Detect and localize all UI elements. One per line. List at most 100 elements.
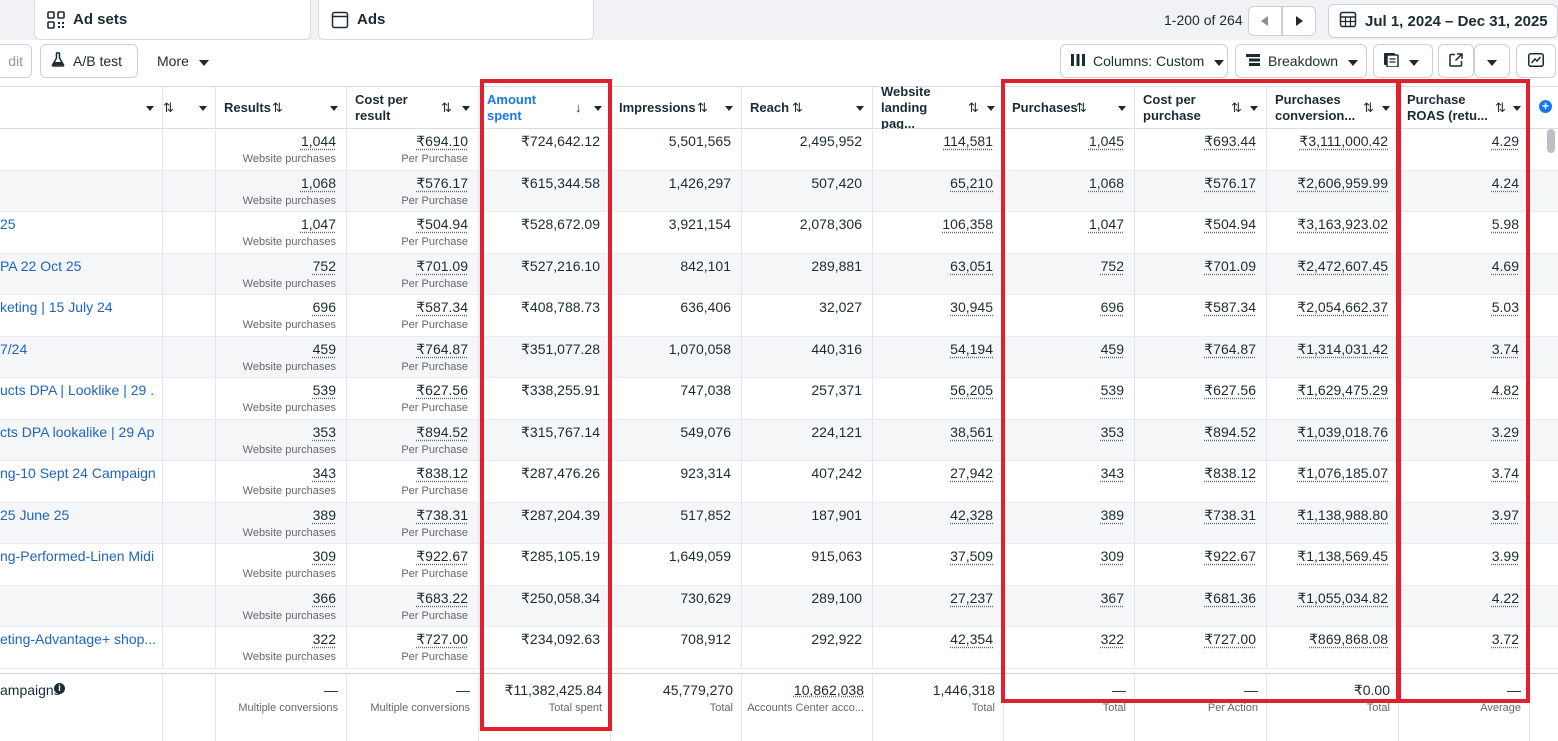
charts-button[interactable] bbox=[1516, 44, 1556, 78]
cell-value: 4.69 bbox=[1492, 258, 1519, 274]
sort-icon[interactable]: ⇅ bbox=[1363, 100, 1374, 116]
table-cell[interactable]: keting | 15 July 24 bbox=[0, 295, 163, 336]
cell-value: 1,047 bbox=[1089, 216, 1124, 232]
sort-icon[interactable]: ⇅ bbox=[792, 100, 803, 116]
tab-ads[interactable]: Ads bbox=[318, 0, 594, 40]
column-menu-caret-icon[interactable] bbox=[987, 106, 995, 111]
table-cell[interactable]: ucts DPA | Looklike | 29 ... bbox=[0, 378, 163, 419]
column-header-1[interactable]: ⇅ bbox=[163, 87, 216, 129]
sort-icon[interactable]: ⇅ bbox=[1495, 100, 1506, 116]
campaign-name-link[interactable]: ng-10 Sept 24 Campaign bbox=[0, 465, 155, 481]
column-menu-caret-icon[interactable] bbox=[199, 106, 207, 111]
previous-page-button[interactable] bbox=[1248, 6, 1282, 36]
table-row[interactable]: 7/24 459 Website purchases ₹764.87 Per Purch… bbox=[0, 337, 1558, 379]
table-cell[interactable]: cts DPA lookalike | 29 Ap... bbox=[0, 420, 163, 461]
more-button[interactable]: More bbox=[146, 44, 218, 78]
table-cell: 539 bbox=[1004, 378, 1135, 419]
table-row[interactable]: 25 1,047 Website purchases ₹504.94 Per Purch… bbox=[0, 212, 1558, 254]
sort-icon[interactable]: ⇅ bbox=[272, 100, 283, 116]
tab-ad-sets[interactable]: Ad sets bbox=[34, 0, 311, 40]
campaign-name-link[interactable]: PA 22 Oct 25 bbox=[0, 258, 81, 274]
column-header-5[interactable]: Impressions ⇅ bbox=[611, 87, 742, 129]
column-menu-caret-icon[interactable] bbox=[1250, 106, 1258, 111]
column-menu-caret-icon[interactable] bbox=[1118, 106, 1126, 111]
column-header-3[interactable]: Cost per result ⇅ bbox=[347, 87, 479, 129]
next-page-button[interactable] bbox=[1282, 6, 1316, 36]
sort-icon[interactable]: ⇅ bbox=[697, 100, 708, 116]
cell-value: 65,210 bbox=[950, 175, 993, 191]
table-row[interactable]: ucts DPA | Looklike | 29 ... 539 Website p… bbox=[0, 378, 1558, 420]
table-row[interactable]: 366 Website purchases ₹683.22 Per Purchase ₹… bbox=[0, 586, 1558, 628]
sort-icon[interactable]: ⇅ bbox=[1076, 100, 1087, 116]
column-menu-caret-icon[interactable] bbox=[594, 106, 602, 111]
column-header-7[interactable]: Website landing pag... ⇅ bbox=[873, 87, 1004, 129]
sort-icon[interactable]: ⇅ bbox=[968, 100, 979, 116]
column-header-6[interactable]: Reach ⇅ bbox=[742, 87, 873, 129]
column-header-0[interactable] bbox=[0, 87, 163, 129]
column-menu-caret-icon[interactable] bbox=[725, 106, 733, 111]
export-options-button[interactable] bbox=[1474, 44, 1510, 78]
table-row[interactable]: PA 22 Oct 25 752 Website purchases ₹701.09 P… bbox=[0, 254, 1558, 296]
vertical-scrollbar[interactable] bbox=[1547, 129, 1555, 153]
column-menu-caret-icon[interactable] bbox=[1513, 106, 1521, 111]
table-row[interactable]: 1,068 Website purchases ₹576.17 Per Purchas… bbox=[0, 171, 1558, 213]
table-cell[interactable]: ng-10 Sept 24 Campaign bbox=[0, 461, 163, 502]
column-header-10[interactable]: Purchases conversion... ⇅ bbox=[1267, 87, 1399, 129]
cell-value: 517,852 bbox=[680, 507, 731, 523]
table-cell: ₹727.00 Per Purchase bbox=[347, 627, 479, 668]
report-icon bbox=[1384, 53, 1399, 70]
column-menu-caret-icon[interactable] bbox=[856, 106, 864, 111]
column-menu-caret-icon[interactable] bbox=[146, 106, 154, 111]
table-cell[interactable] bbox=[0, 171, 163, 212]
table-cell[interactable]: 7/24 bbox=[0, 337, 163, 378]
table-row[interactable]: ng-Performed-Linen Midi... 309 Website pur… bbox=[0, 544, 1558, 586]
add-column-icon[interactable]: + bbox=[1539, 100, 1552, 113]
column-header-label: Results bbox=[224, 100, 271, 116]
sort-descending-icon[interactable]: ↓ bbox=[575, 100, 582, 116]
table-cell[interactable]: eting-Advantage+ shop... bbox=[0, 627, 163, 668]
table-row[interactable]: cts DPA lookalike | 29 Ap... 353 Website p… bbox=[0, 420, 1558, 462]
ab-test-button[interactable]: A/B test bbox=[40, 44, 138, 78]
info-icon[interactable]: i bbox=[54, 683, 65, 694]
table-cell[interactable]: PA 22 Oct 25 bbox=[0, 254, 163, 295]
export-button[interactable] bbox=[1438, 44, 1474, 78]
campaign-name-link[interactable]: 25 bbox=[0, 216, 16, 232]
cell-value: 289,881 bbox=[811, 258, 862, 274]
table-cell[interactable] bbox=[0, 586, 163, 627]
column-header-9[interactable]: Cost per purchase ⇅ bbox=[1135, 87, 1267, 129]
table-cell[interactable]: 25 June 25 bbox=[0, 503, 163, 544]
table-cell[interactable] bbox=[0, 129, 163, 170]
date-range-button[interactable]: Jul 1, 2024 – Dec 31, 2025 bbox=[1328, 4, 1558, 38]
table-row[interactable]: 25 June 25 389 Website purchases ₹738.31 Per… bbox=[0, 503, 1558, 545]
reports-button[interactable] bbox=[1373, 44, 1433, 78]
campaign-name-link[interactable]: 7/24 bbox=[0, 341, 27, 357]
column-header-2[interactable]: Results ⇅ bbox=[216, 87, 347, 129]
column-header-11[interactable]: Purchase ROAS (retu... ⇅ bbox=[1399, 87, 1530, 129]
campaign-name-link[interactable]: cts DPA lookalike | 29 Ap... bbox=[0, 424, 155, 440]
edit-button[interactable]: dit bbox=[0, 44, 32, 78]
campaign-name-link[interactable]: keting | 15 July 24 bbox=[0, 299, 113, 315]
table-cell bbox=[163, 295, 216, 336]
table-row[interactable]: keting | 15 July 24 696 Website purchases ₹… bbox=[0, 295, 1558, 337]
column-header-4[interactable]: Amount spent ↓ bbox=[479, 87, 611, 129]
columns-button[interactable]: Columns: Custom bbox=[1060, 44, 1228, 78]
sort-icon[interactable]: ⇅ bbox=[441, 100, 452, 116]
table-cell[interactable]: ng-Performed-Linen Midi... bbox=[0, 544, 163, 585]
sort-icon[interactable]: ⇅ bbox=[1231, 100, 1242, 116]
tab-bar: Ad sets Ads 1-200 of 264 Jul 1, 2024 – D… bbox=[0, 0, 1558, 40]
campaign-name-link[interactable]: 25 June 25 bbox=[0, 507, 69, 523]
sort-icon[interactable]: ⇅ bbox=[163, 100, 174, 116]
table-row[interactable]: eting-Advantage+ shop... 322 Website purch… bbox=[0, 627, 1558, 669]
table-cell[interactable]: 25 bbox=[0, 212, 163, 253]
column-menu-caret-icon[interactable] bbox=[1382, 106, 1390, 111]
table-row[interactable]: 1,044 Website purchases ₹694.10 Per Purchas… bbox=[0, 129, 1558, 171]
column-header-8[interactable]: Purchases ⇅ bbox=[1004, 87, 1135, 129]
campaign-name-link[interactable]: eting-Advantage+ shop... bbox=[0, 631, 155, 647]
column-menu-caret-icon[interactable] bbox=[462, 106, 470, 111]
campaign-name-link[interactable]: ucts DPA | Looklike | 29 ... bbox=[0, 382, 155, 398]
table-row[interactable]: ng-10 Sept 24 Campaign 343 Website purchas… bbox=[0, 461, 1558, 503]
table-cell: ₹727.00 bbox=[1135, 627, 1267, 668]
column-menu-caret-icon[interactable] bbox=[330, 106, 338, 111]
campaign-name-link[interactable]: ng-Performed-Linen Midi... bbox=[0, 548, 155, 564]
breakdown-button[interactable]: Breakdown bbox=[1235, 44, 1367, 78]
